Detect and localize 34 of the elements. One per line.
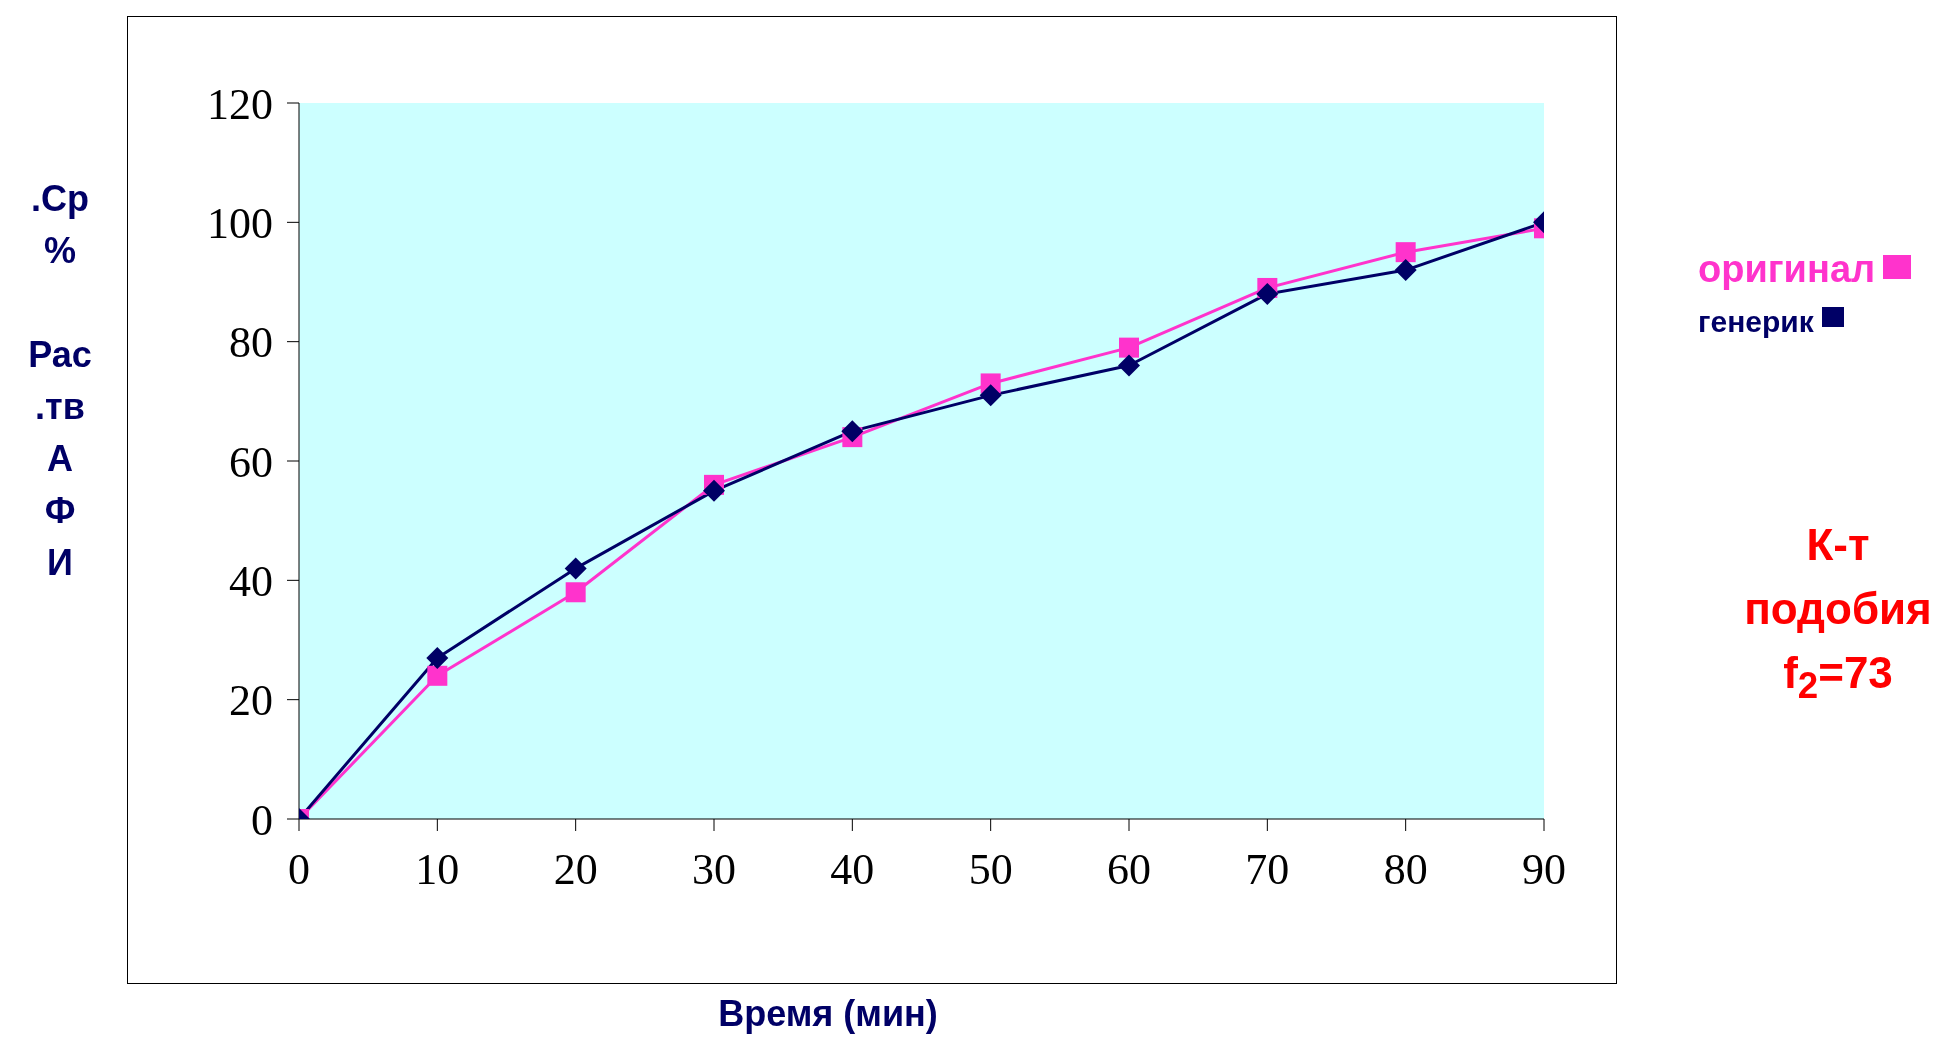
text: К-т подобия f$_{2}$=73 xyxy=(1743,519,1933,708)
x-tick-label: 60 xyxy=(1107,845,1151,895)
point xyxy=(1394,259,1417,282)
point xyxy=(564,557,587,580)
text: .Ср % Рас .тв А Ф И xyxy=(28,178,92,583)
point xyxy=(1118,354,1140,377)
y-tick-label: 100 xyxy=(207,198,273,248)
x-tick-label: 40 xyxy=(830,845,875,895)
x-tick-label: 10 xyxy=(415,845,460,895)
legend-label: генерик xyxy=(1698,305,1814,339)
x-tick-label: 70 xyxy=(1245,845,1290,895)
y-tick-label: 60 xyxy=(229,437,273,487)
x-tick-label: 30 xyxy=(692,845,736,895)
y-tick-label: 0 xyxy=(251,795,273,845)
x-tick-label: 90 xyxy=(1522,845,1566,895)
point xyxy=(841,420,864,443)
y-tick-label: 120 xyxy=(207,79,273,129)
point xyxy=(427,665,448,686)
point xyxy=(426,646,449,669)
y-tick-label: 80 xyxy=(229,318,273,368)
point xyxy=(1395,242,1416,263)
x-axis-title: Время (мин) xyxy=(717,993,939,1035)
x-tick-label: 20 xyxy=(553,845,598,895)
point xyxy=(565,582,586,603)
legend-label: оригинал xyxy=(1698,248,1876,291)
x-tick-label: 50 xyxy=(968,845,1013,895)
point xyxy=(703,479,725,502)
x-tick-label: 80 xyxy=(1383,845,1428,895)
y-tick-label: 20 xyxy=(229,676,273,726)
point xyxy=(1256,282,1279,305)
point xyxy=(979,384,1002,407)
x-tick-label: 0 xyxy=(288,845,310,895)
point xyxy=(1119,337,1139,358)
y-tick-label: 40 xyxy=(229,556,273,606)
